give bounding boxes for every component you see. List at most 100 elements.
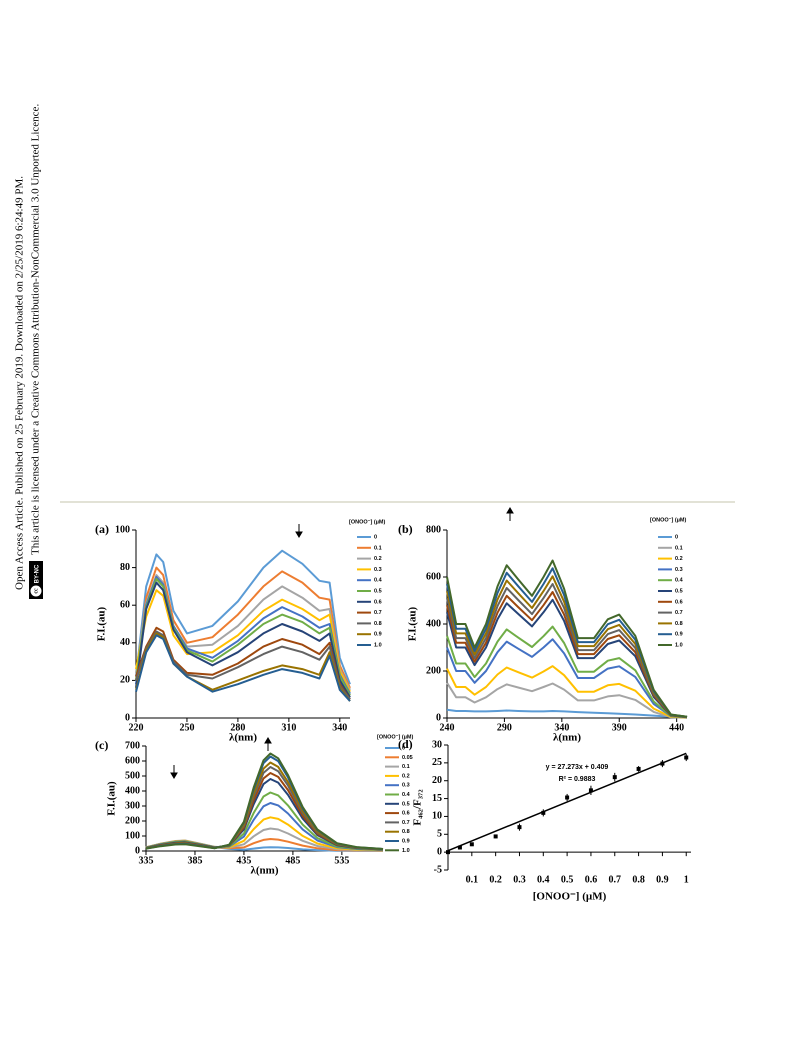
y-tick-label: 300: [125, 800, 140, 811]
y-tick-label: 15: [432, 793, 442, 804]
x-axis-label: [ONOO⁻] (µM): [533, 891, 607, 903]
y-tick-label: 500: [125, 770, 140, 781]
badge-icon: cc: [33, 588, 39, 594]
x-tick-label: 0.7: [609, 874, 622, 885]
spectrum-line: [446, 708, 688, 719]
legend-label: 0.2: [675, 556, 683, 562]
data-point: [446, 850, 450, 855]
legend-label: 1.0: [675, 642, 683, 648]
legend-title: [ONOO⁻] (µM): [377, 734, 413, 740]
data-point: [457, 845, 462, 850]
y-tick-label: 25: [432, 757, 442, 768]
spectrum-line: [135, 574, 351, 691]
spectrum-line: [145, 791, 384, 851]
legend-title: [ONOO⁻] (µM): [650, 517, 686, 523]
y-tick-label: 700: [125, 740, 140, 751]
y-tick-label: 400: [125, 785, 140, 796]
badge-circle: [29, 584, 43, 598]
legend-label: 0.9: [675, 632, 683, 638]
y-tick-label: 100: [125, 830, 140, 841]
arrow-head: [295, 531, 303, 538]
spectrum-line: [145, 766, 384, 851]
legend-label: 0.8: [402, 829, 410, 835]
spectrum-line: [446, 559, 688, 718]
legend-label: 0: [402, 745, 405, 751]
y-tick-label: 30: [432, 739, 442, 750]
data-point: [588, 788, 593, 793]
x-tick-label: 0.2: [489, 874, 502, 885]
x-tick-label: 340: [332, 722, 347, 733]
legend-label: 0.05: [402, 755, 413, 761]
y-tick-label: 800: [426, 524, 441, 535]
arrow-head: [506, 507, 514, 514]
spectrum-line: [446, 598, 688, 719]
y-tick-label: 200: [125, 815, 140, 826]
legend-label: 0.1: [402, 764, 410, 770]
legend-label: 0.4: [374, 578, 383, 584]
y-tick-label: 600: [426, 571, 441, 582]
x-tick-label: 220: [129, 722, 144, 733]
spectrum-line: [135, 589, 351, 693]
legend-label: 0.5: [374, 588, 382, 594]
y-axis-label: F₄₆₂/F₃₇₂: [412, 789, 424, 826]
arrows: [170, 507, 514, 779]
spectrum-line: [135, 634, 351, 702]
y-tick-label: 20: [120, 675, 130, 686]
legend-title: [ONOO⁻] (µM): [349, 519, 385, 525]
spectrum-line: [446, 625, 688, 719]
spectrum-line: [446, 665, 688, 719]
spectrum-line: [135, 626, 351, 700]
legend-label: 1.0: [402, 848, 410, 854]
legend-label: 0.6: [675, 599, 683, 605]
y-axis-label: F.I.(au): [106, 781, 118, 816]
data-point: [684, 755, 689, 760]
side-note: This article is licensed under a Creativ…: [30, 104, 42, 555]
y-tick-label: 600: [125, 755, 140, 766]
spectrum-line: [145, 755, 384, 850]
panel-label: (a): [95, 522, 109, 536]
spectrum-line: [446, 575, 688, 718]
legend-label: 0.5: [402, 801, 410, 807]
spectrum-line: [135, 549, 351, 685]
y-tick-label: 5: [437, 829, 442, 840]
legend-label: 0.7: [402, 820, 410, 826]
spectrum-line: [446, 638, 688, 719]
legend-label: 0.3: [675, 567, 683, 573]
x-tick-label: 535: [334, 855, 349, 866]
spectrum-line: [145, 752, 384, 850]
data-point: [636, 766, 641, 771]
x-tick-label: 485: [285, 855, 300, 866]
legend-label: 0.6: [402, 811, 410, 817]
x-tick-label: 0.5: [561, 874, 574, 885]
spectrum-line: [135, 566, 351, 689]
y-tick-label: 10: [432, 811, 442, 822]
x-tick-label: 0.9: [656, 874, 669, 885]
data-point: [493, 834, 498, 839]
legend-label: 0.6: [374, 599, 382, 605]
x-tick-label: 0.8: [632, 874, 645, 885]
x-tick-label: 290: [497, 722, 512, 733]
legend-label: 0.9: [374, 632, 382, 638]
spectrum-line: [135, 577, 351, 696]
legend-label: 0: [374, 534, 377, 540]
y-tick-label: 40: [120, 637, 130, 648]
y-tick-label: -5: [434, 864, 442, 875]
spectrum-line: [135, 630, 351, 700]
y-tick-label: 80: [120, 562, 130, 573]
x-tick-label: 435: [236, 855, 251, 866]
legend-label: 0: [675, 534, 678, 540]
legend-label: 0.2: [402, 773, 410, 779]
legend-label: 0.9: [402, 838, 410, 844]
panel-label: (b): [398, 522, 413, 536]
arrow-head: [170, 772, 178, 779]
x-tick-label: 280: [230, 722, 245, 733]
legend-label: 0.1: [374, 545, 382, 551]
x-tick-label: 0.4: [537, 874, 550, 885]
x-axis-label: λ(nm): [553, 732, 581, 744]
x-tick-label: 1: [684, 874, 689, 885]
data-point: [541, 810, 546, 815]
data-point: [469, 842, 474, 847]
spectrum-line: [446, 682, 688, 719]
